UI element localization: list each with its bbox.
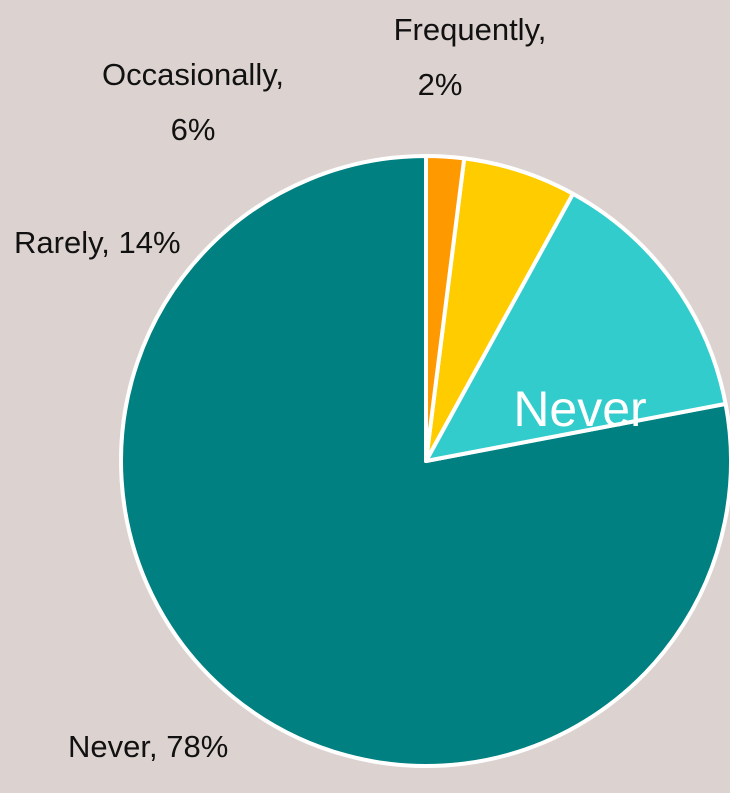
slice-frequently	[424, 154, 467, 463]
label-occasionally-name: Occasionally,	[102, 57, 284, 92]
label-rarely: Rarely, 14%	[14, 225, 181, 260]
label-frequently-pct: 2%	[418, 67, 463, 102]
inner-label-never: Never	[513, 381, 646, 437]
slice-rarely	[424, 191, 728, 463]
pie-slices	[119, 154, 730, 768]
label-frequently-name: Frequently,	[394, 12, 547, 47]
label-never: Never, 78%	[68, 729, 228, 764]
label-occasionally-pct: 6%	[171, 112, 216, 147]
